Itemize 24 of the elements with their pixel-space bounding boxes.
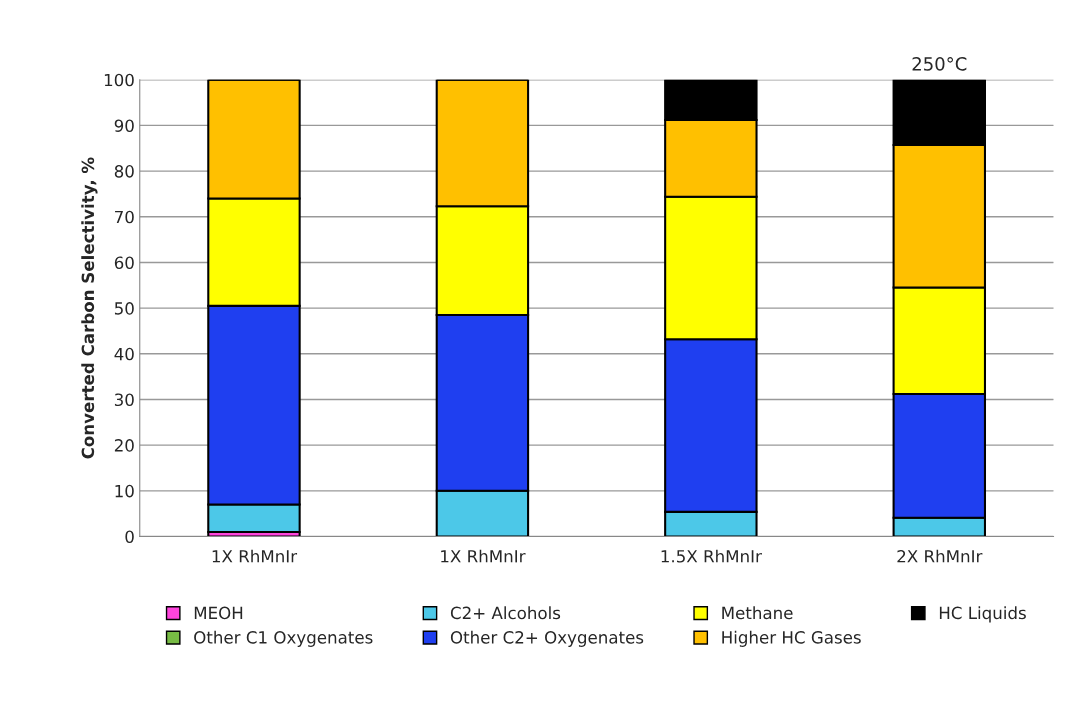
legend-label: Other C1 Oxygenates [194, 630, 373, 647]
y-tick-label: 20 [114, 439, 134, 452]
y-tick-label: 90 [114, 119, 134, 132]
y-tick-label: 70 [115, 210, 134, 224]
y-tick-label: 100 [104, 73, 134, 87]
y-tick-label: 10 [115, 484, 134, 498]
x-tick-label: 1X RhMnIr [212, 549, 298, 563]
y-axis-title: Converted Carbon Selectivity, % [81, 157, 98, 459]
legend-label: Higher HC Gases [722, 630, 861, 647]
y-tick-label: 60 [114, 256, 134, 270]
y-tick-label: 50 [114, 302, 134, 315]
x-tick-label: 2X RhMnIr [897, 549, 983, 563]
y-tick-label: 80 [114, 165, 134, 178]
y-tick-label: 30 [114, 393, 134, 407]
x-tick-label: 1X RhMnIr [441, 549, 526, 563]
legend-label: MEOH [194, 606, 243, 620]
annotation: 250°C [912, 57, 967, 71]
legend-label: Methane [722, 606, 793, 620]
legend-label: C2+ Alcohols [450, 606, 561, 620]
y-tick-label: 40 [114, 347, 134, 361]
y-tick-label: 0 [125, 530, 134, 544]
x-tick-label: 1.5X RhMnIr [661, 549, 762, 563]
legend-label: HC Liquids [939, 606, 1026, 623]
legend-label: Other C2+ Oxygenates [450, 630, 644, 647]
